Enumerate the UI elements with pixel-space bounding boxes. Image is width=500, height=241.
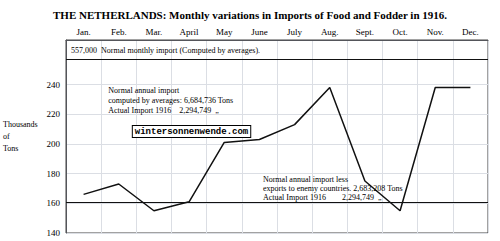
svg-text:Jan.: Jan. [76, 27, 90, 37]
svg-text:240: 240 [47, 80, 61, 90]
svg-text:Actual Import 1916 2,29: Actual Import 1916 2,294,749 „ [263, 193, 382, 202]
svg-text:200: 200 [47, 139, 61, 149]
svg-text:Feb.: Feb. [111, 27, 127, 37]
svg-text:Aug.: Aug. [321, 27, 339, 37]
svg-text:April: April [180, 27, 199, 37]
svg-text:557,000 Normal monthly import: 557,000 Normal monthly import (Computed … [71, 46, 260, 55]
svg-text:180: 180 [47, 169, 61, 179]
svg-text:of: of [3, 132, 10, 141]
svg-text:May: May [216, 27, 233, 37]
svg-text:exports to enemy countries. 2,: exports to enemy countries. 2,683,208 To… [263, 184, 403, 193]
svg-text:Sept.: Sept. [356, 27, 374, 37]
svg-text:220: 220 [47, 109, 61, 119]
svg-text:Normal annual import: Normal annual import [108, 86, 180, 95]
svg-text:Mar.: Mar. [146, 27, 163, 37]
svg-text:Nov.: Nov. [427, 27, 444, 37]
svg-text:Normal annual import less: Normal annual import less [263, 175, 348, 184]
svg-text:Actual Import 1916 2,294,74: Actual Import 1916 2,294,749 „ [108, 106, 219, 115]
svg-text:June: June [251, 27, 268, 37]
svg-text:computed by averages: 6,684,73: computed by averages: 6,684,736 Tons [108, 96, 233, 105]
svg-text:Oct.: Oct. [392, 27, 407, 37]
svg-text:Dec.: Dec. [462, 27, 479, 37]
svg-text:July: July [287, 27, 303, 37]
svg-text:160: 160 [47, 198, 61, 208]
svg-text:Tons: Tons [3, 144, 18, 153]
svg-text:140: 140 [47, 228, 61, 238]
svg-text:Thousands: Thousands [3, 120, 38, 129]
svg-text:THE NETHERLANDS: Monthly varia: THE NETHERLANDS: Monthly variations in I… [53, 9, 447, 21]
svg-text:wintersonnenwende.com: wintersonnenwende.com [135, 127, 249, 137]
